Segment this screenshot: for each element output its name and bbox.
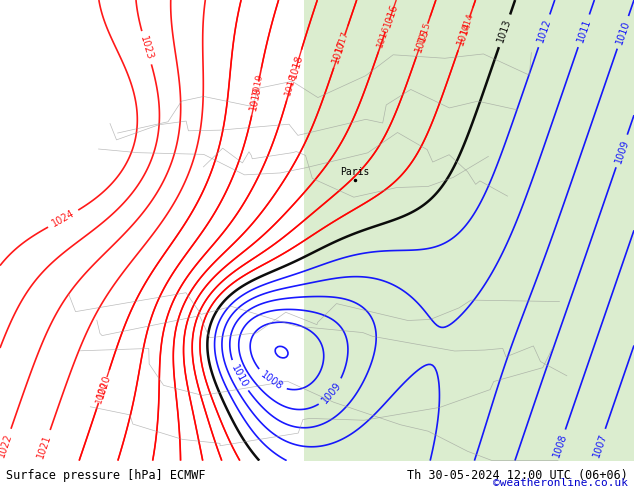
Text: 1019: 1019 <box>248 86 262 112</box>
Text: 1020: 1020 <box>95 373 112 400</box>
Text: 1022: 1022 <box>0 432 14 459</box>
Text: 1014: 1014 <box>460 11 476 35</box>
Text: 1016: 1016 <box>382 2 399 28</box>
Text: 1009: 1009 <box>613 138 630 164</box>
Text: 1014: 1014 <box>455 21 472 47</box>
Text: 1010: 1010 <box>229 363 249 389</box>
Polygon shape <box>304 0 634 461</box>
Text: 1018: 1018 <box>288 53 305 79</box>
Text: Surface pressure [hPa] ECMWF: Surface pressure [hPa] ECMWF <box>6 469 206 482</box>
Text: 1015: 1015 <box>413 27 431 53</box>
Text: Th 30-05-2024 12:00 UTC (06+06): Th 30-05-2024 12:00 UTC (06+06) <box>407 469 628 482</box>
Text: 1015: 1015 <box>417 20 433 45</box>
Text: 1023: 1023 <box>138 34 155 61</box>
Text: 1017: 1017 <box>330 38 348 65</box>
Text: 1008: 1008 <box>259 370 284 392</box>
Text: 1008: 1008 <box>551 433 569 459</box>
Text: 1010: 1010 <box>614 19 631 46</box>
Text: 1024: 1024 <box>50 208 77 229</box>
Text: 1017: 1017 <box>335 29 351 54</box>
Text: 1020: 1020 <box>94 381 110 405</box>
Text: 1019: 1019 <box>252 73 265 97</box>
Text: 1021: 1021 <box>36 433 53 460</box>
Text: 1009: 1009 <box>320 380 344 405</box>
Text: ©weatheronline.co.uk: ©weatheronline.co.uk <box>493 478 628 488</box>
Text: 1012: 1012 <box>536 18 553 44</box>
Text: 1016: 1016 <box>376 24 392 49</box>
Text: 1018: 1018 <box>284 73 299 97</box>
Text: Paris: Paris <box>340 167 370 177</box>
Text: 1013: 1013 <box>496 18 514 44</box>
Text: 1011: 1011 <box>575 18 593 44</box>
Text: 1007: 1007 <box>591 432 609 459</box>
